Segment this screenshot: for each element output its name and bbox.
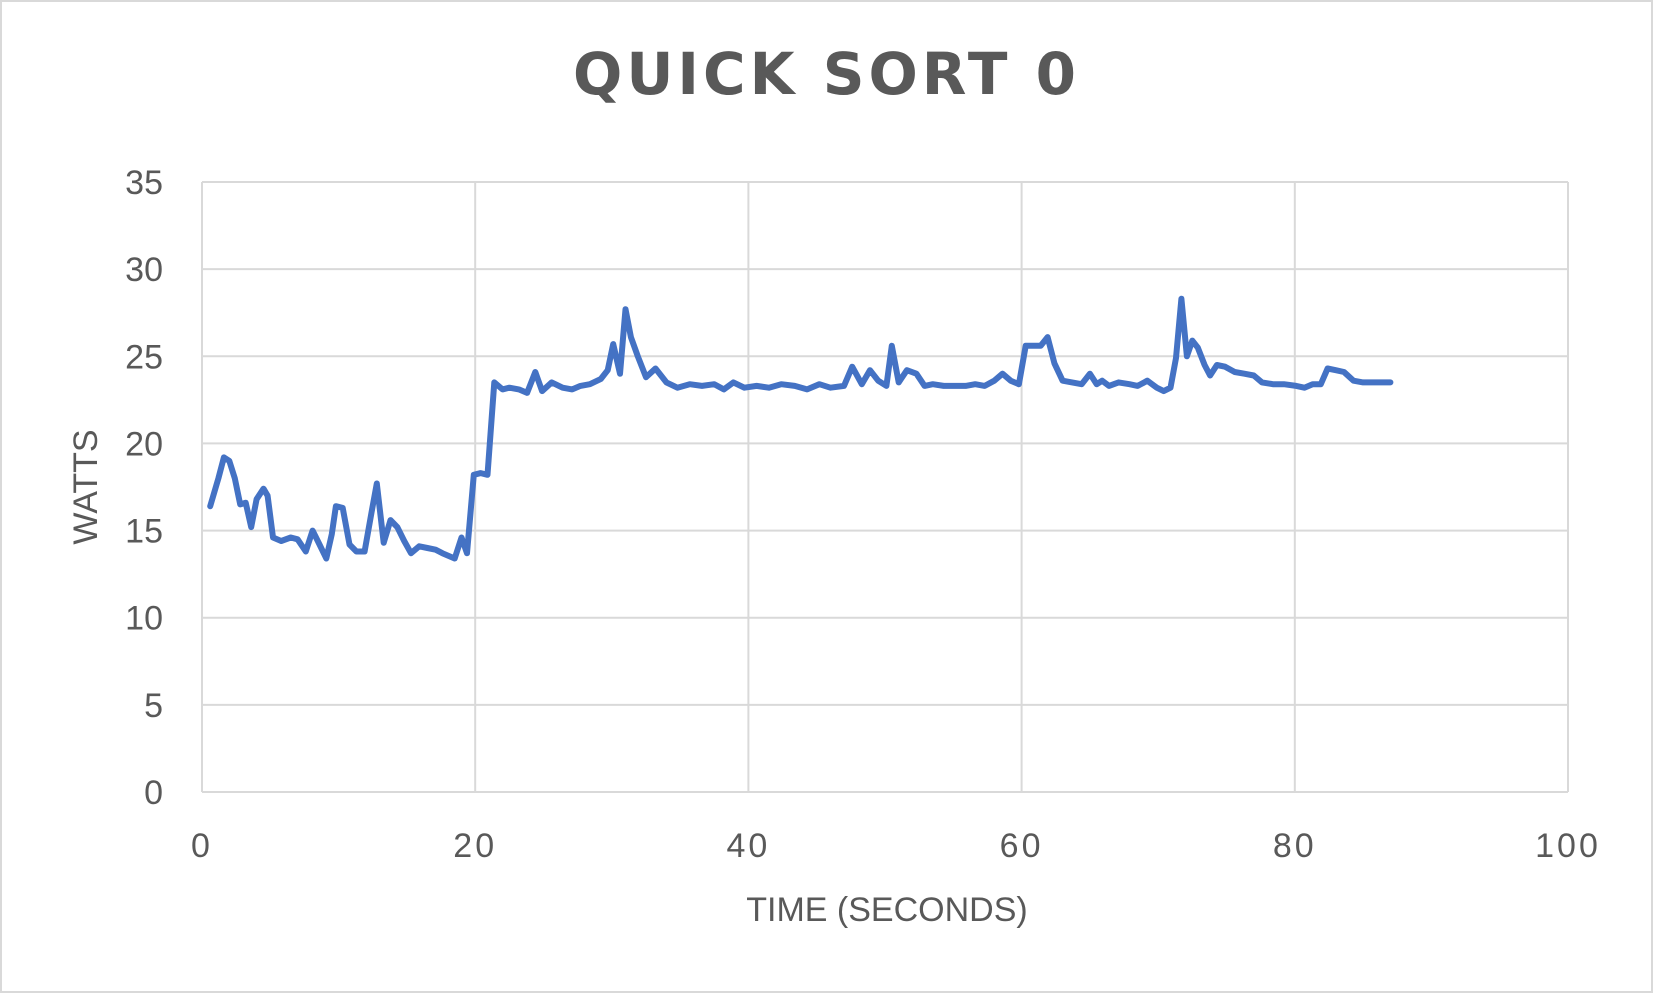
x-tick-label: 20 — [453, 827, 497, 865]
series-line — [207, 295, 1394, 562]
y-tick-label: 15 — [125, 513, 163, 551]
y-tick-label: 25 — [125, 338, 163, 376]
chart-title: QUICK SORT 0 — [573, 40, 1080, 108]
y-axis-title: WATTS — [67, 429, 105, 544]
y-tick-label: 30 — [125, 251, 163, 289]
x-tick-label: 40 — [726, 827, 770, 865]
y-tick-label: 35 — [125, 164, 163, 202]
y-axis-tick-labels: 0 5 10 15 20 25 30 35 — [125, 164, 163, 812]
x-tick-label: 60 — [1000, 827, 1044, 865]
y-tick-label: 20 — [125, 425, 163, 463]
series-layer — [207, 295, 1394, 562]
y-tick-label: 5 — [144, 687, 163, 725]
gridlines — [201, 181, 1569, 793]
x-tick-label: 100 — [1535, 827, 1601, 865]
x-tick-label: 0 — [191, 827, 213, 865]
x-axis-tick-labels: 0 20 40 60 80 100 — [191, 827, 1601, 865]
x-axis-title: TIME (SECONDS) — [746, 891, 1027, 929]
y-tick-label: 0 — [144, 774, 163, 812]
y-tick-label: 10 — [125, 600, 163, 638]
x-tick-label: 80 — [1273, 827, 1317, 865]
